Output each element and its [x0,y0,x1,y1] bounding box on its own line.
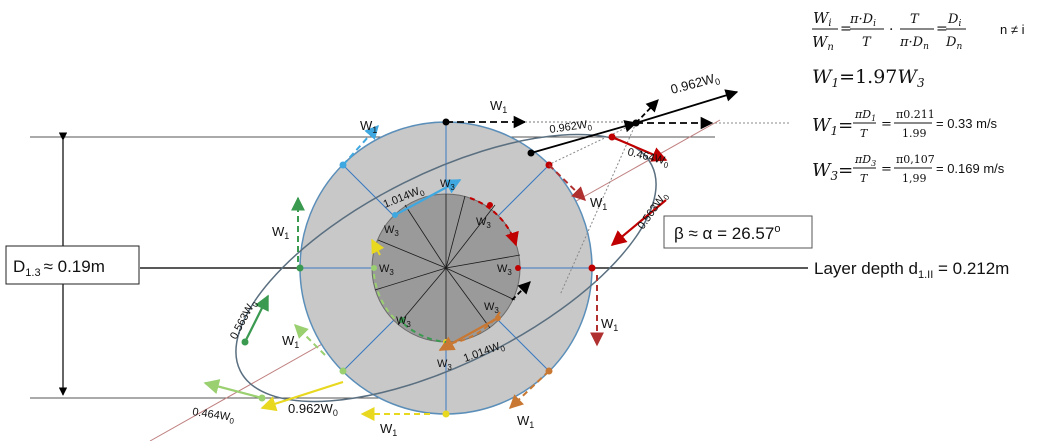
vector-0563-green [244,294,269,343]
svg-text:W3=: W3= [812,160,853,183]
svg-text:W3: W3 [497,263,512,277]
label-w1-cyan: W1 [360,118,377,135]
label-w1-red-side: W1 [601,316,618,333]
label-0962-top: 0.962W0 [669,70,722,99]
label-w1-lgreen: W1 [282,333,299,350]
svg-text:n ≠ i: n ≠ i [1000,22,1025,37]
svg-text:Wn: Wn [812,33,834,53]
formula-ratio: Wi Wn = π·Di T · T π·Dn = Di Dn n ≠ i [812,9,1025,53]
svg-text:W3: W3 [440,178,455,192]
svg-text:T: T [910,12,920,27]
formula-w1-calc: W1= πD1 T = π0.211 1.99 = 0.33 m/s [812,108,998,140]
diameter-label: D1.3 ≈ 0.19m [13,257,105,279]
vector-0563-right [610,199,667,246]
vector-0464-right [611,135,668,162]
formula-w1-eq: W1=1.97W3 [812,66,925,90]
vector-w3-small-up [635,99,659,124]
vector-1014-cyan [394,179,462,216]
layer-depth-label: Layer depth d1.II = 0.212m [814,259,1009,281]
trajectory-ellipse [235,133,657,403]
svg-text:T: T [860,172,869,185]
vector-w3-lgreen-arc [373,273,399,323]
vector-w1-cyan [342,124,379,166]
vector-w1-orange [508,370,550,409]
svg-text:Wi: Wi [813,9,832,29]
label-w1-green: W1 [272,224,289,241]
vector-w1-lgreen [294,324,326,356]
vector-1014-orange [438,317,499,351]
inner-w3-labels: W3 W3 W3 W3 W3 W3 W3 W3 [379,178,512,372]
svg-text:1.99: 1.99 [902,127,927,140]
svg-text:T: T [860,127,869,140]
svg-text:π0,107: π0,107 [896,153,935,166]
svg-text:W3: W3 [379,263,394,277]
svg-text:= 0.33 m/s: = 0.33 m/s [936,116,998,131]
label-w1-yellow: W1 [380,421,397,438]
svg-text:1,99: 1,99 [902,172,927,185]
diameter-label-box [5,245,140,285]
svg-text:=: = [936,21,948,37]
svg-text:W3: W3 [484,301,499,315]
svg-text:W3: W3 [384,224,399,238]
vector-w3-green-arc [403,323,447,343]
vector-0962-top [530,120,638,154]
vector-w3-orange-arc [451,311,501,344]
label-w1-top: W1 [490,98,507,115]
svg-text:π0.211: π0.211 [896,108,935,121]
svg-text:W3: W3 [437,358,452,372]
dotted-guide-1 [547,122,637,166]
angle-label-box [663,215,813,249]
svg-text:=: = [881,117,892,132]
vector-w3-black-small [511,281,531,301]
label-0464-right: 0.464W0 [626,146,671,170]
svg-text:W3: W3 [476,216,491,230]
svg-text:W1=: W1= [812,115,853,138]
svg-text:Dn: Dn [945,35,962,52]
svg-text:=: = [881,162,892,177]
svg-text:T: T [862,35,872,50]
label-0962-yellow: 0.962W0 [288,401,338,418]
svg-text:W3: W3 [396,315,411,329]
vector-0962-yellow [260,380,344,412]
vector-w1-red-upper [548,164,587,201]
svg-text:·: · [889,22,893,38]
svg-text:=: = [840,21,852,37]
label-w1-red-upper: W1 [590,195,607,212]
dotted-guide-2 [559,122,637,296]
angle-label: β ≈ α = 26.57o [674,223,780,243]
vector-0962-resultant [635,89,739,124]
inner-spokes [374,194,521,342]
label-w1-orange: W1 [517,413,534,430]
formula-w3-calc: W3= πD3 T = π0,107 1,99 = 0.169 m/s [812,153,1005,185]
label-0464-lgreen: 0.464W0 [191,406,235,426]
svg-text:πD3: πD3 [854,153,876,168]
svg-text:π·Di: π·Di [849,12,876,29]
label-0962-mid: 0.962W0 [549,118,593,138]
svg-text:π·Dn: π·Dn [899,35,929,52]
svg-text:Di: Di [947,12,961,29]
svg-text:= 0.169 m/s: = 0.169 m/s [936,161,1005,176]
vector-0464-lgreen [203,379,263,400]
svg-text:πD1: πD1 [854,108,876,123]
vector-w3-yellow [371,238,385,256]
svg-text:W1=1.97W3: W1=1.97W3 [812,66,925,90]
